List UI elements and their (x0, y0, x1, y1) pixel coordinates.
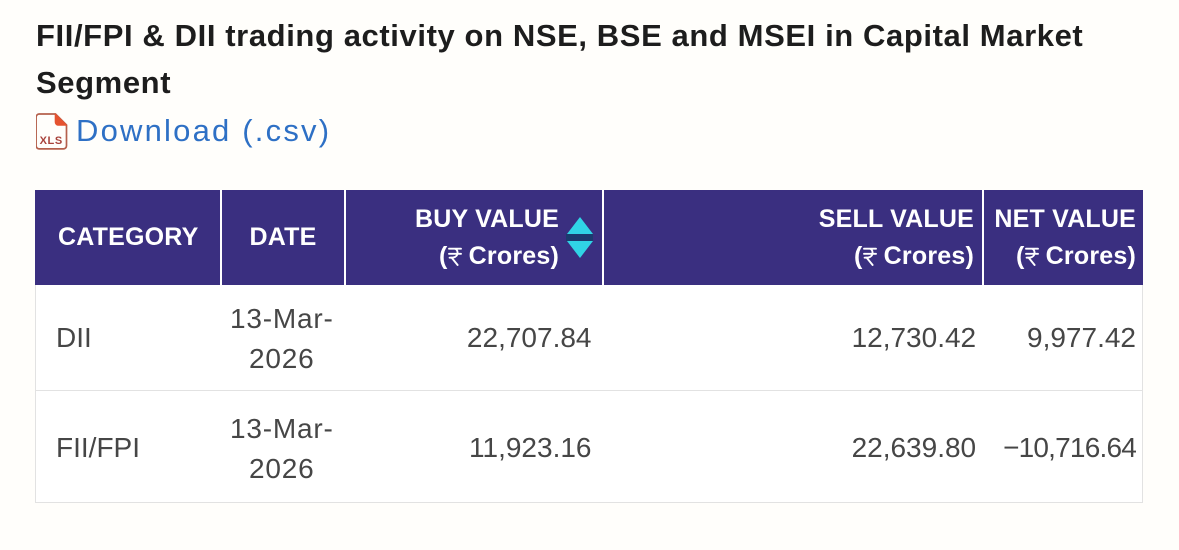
svg-text:XLS: XLS (40, 135, 63, 147)
